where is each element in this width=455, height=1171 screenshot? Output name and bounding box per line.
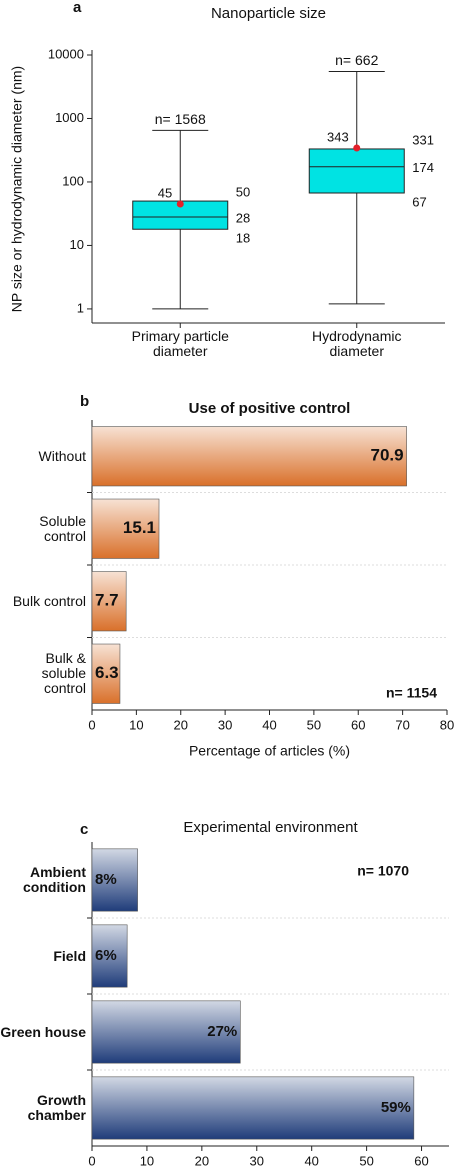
x-tick-label: 70: [395, 717, 409, 732]
y-tick-label: Green house: [0, 1023, 86, 1040]
y-tick-label: Field: [53, 947, 86, 964]
value-label: 15.1: [123, 518, 156, 537]
x-axis-label: Percentage of articles (%): [189, 743, 350, 759]
value-label: 27%: [207, 1023, 237, 1040]
x-tick-label: 30: [250, 1153, 264, 1168]
y-tick-label: Ambient condition: [23, 864, 86, 895]
panel-label: a: [73, 0, 82, 16]
q1-label: 67: [412, 194, 426, 209]
value-label: 6.3: [95, 663, 119, 682]
x-tick-label: 20: [195, 1153, 209, 1168]
x-tick-label: 20: [174, 717, 188, 732]
q3-label: 331: [412, 132, 434, 147]
chart-title: Experimental environment: [183, 819, 358, 836]
value-label: 6%: [95, 947, 117, 964]
chart-title: Use of positive control: [189, 400, 351, 417]
x-tick-label: 0: [88, 717, 95, 732]
bar: [91, 848, 138, 912]
y-tick-label: 100: [62, 173, 84, 188]
x-tick-label: 50: [359, 1153, 373, 1168]
y-tick-label: Bulk control: [12, 592, 86, 609]
value-label: 59%: [381, 1099, 411, 1116]
bar: [91, 643, 121, 704]
y-tick-label: 10: [70, 237, 84, 252]
q3-label: 50: [236, 185, 250, 200]
value-label: 7.7: [95, 591, 119, 610]
x-tick-label: 40: [304, 1153, 318, 1168]
y-tick-label: Without: [38, 447, 86, 464]
y-tick-label: Soluble control: [39, 512, 86, 544]
bar: [91, 426, 407, 487]
q1-label: 18: [236, 231, 250, 246]
x-tick-label: 60: [414, 1153, 428, 1168]
value-label: 8%: [95, 871, 117, 888]
value-label: 70.9: [371, 446, 404, 465]
panel-label: b: [80, 393, 89, 410]
median-label: 174: [412, 160, 434, 175]
panel-label: c: [80, 821, 88, 838]
bar: [91, 498, 160, 559]
x-tick-label: 0: [88, 1153, 95, 1168]
y-tick-label: 1000: [55, 110, 84, 125]
x-tick-label: Hydrodynamic diameter: [312, 328, 402, 359]
n-label: n= 1568: [155, 111, 206, 127]
bar: [91, 924, 128, 988]
y-tick-label: Bulk & soluble control: [41, 650, 86, 697]
chart-title: Nanoparticle size: [211, 5, 326, 22]
annotation: n= 1154: [386, 685, 437, 701]
y-tick-label: 10000: [48, 46, 84, 61]
x-tick-label: 10: [140, 1153, 154, 1168]
annotation: n= 1070: [357, 863, 409, 879]
bar: [91, 1076, 415, 1140]
x-tick-label: 40: [262, 717, 276, 732]
x-tick-label: 10: [129, 717, 143, 732]
y-tick-label: 1: [77, 300, 84, 315]
x-tick-label: 60: [351, 717, 365, 732]
mean-label: 343: [327, 129, 349, 144]
x-tick-label: 30: [218, 717, 232, 732]
mean-marker: [176, 200, 184, 208]
y-axis-label: NP size or hydrodynamic diameter (nm): [9, 66, 25, 312]
y-tick-label: Growth chamber: [27, 1092, 86, 1123]
box: [308, 148, 405, 194]
mean-label: 45: [158, 185, 172, 200]
n-label: n= 662: [335, 52, 378, 68]
mean-marker: [353, 144, 361, 152]
x-tick-label: Primary particle diameter: [131, 328, 229, 359]
median-label: 28: [236, 210, 250, 225]
bar: [91, 1000, 241, 1064]
x-tick-label: 50: [307, 717, 321, 732]
x-tick-label: 80: [440, 717, 454, 732]
bar: [91, 571, 127, 632]
